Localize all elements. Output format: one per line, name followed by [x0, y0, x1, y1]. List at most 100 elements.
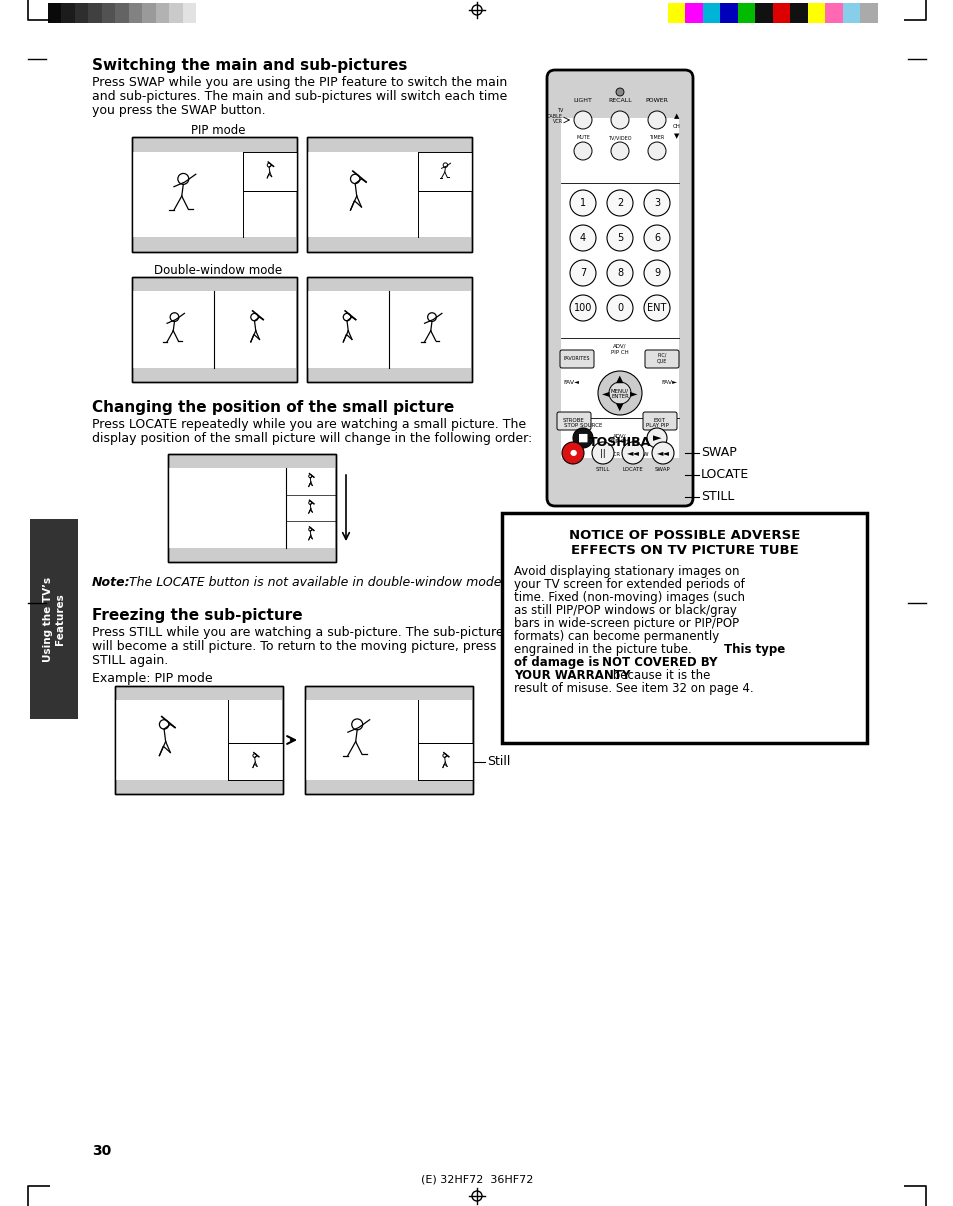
Bar	[755, 2, 772, 23]
Circle shape	[647, 142, 665, 160]
FancyBboxPatch shape	[644, 350, 679, 368]
Text: 7: 7	[579, 268, 585, 279]
Text: FAV►: FAV►	[660, 381, 677, 386]
Bar	[824, 2, 842, 23]
Bar	[132, 291, 214, 368]
Text: The LOCATE button is not available in double-window mode.: The LOCATE button is not available in do…	[125, 576, 505, 589]
Text: ▼: ▼	[674, 133, 679, 139]
Circle shape	[569, 191, 596, 216]
Text: 3: 3	[653, 198, 659, 207]
Text: EFFECTS ON TV PICTURE TUBE: EFFECTS ON TV PICTURE TUBE	[570, 544, 798, 557]
Circle shape	[606, 295, 633, 321]
Text: Double-window mode: Double-window mode	[153, 264, 282, 277]
Bar	[685, 2, 702, 23]
Bar	[307, 137, 472, 252]
Text: formats) can become permanently: formats) can become permanently	[514, 630, 719, 643]
Circle shape	[573, 428, 593, 447]
Text: ||: ||	[599, 449, 605, 457]
Bar	[142, 2, 155, 23]
Bar	[790, 2, 807, 23]
Text: ►: ►	[652, 433, 660, 443]
Text: LIGHT: LIGHT	[573, 98, 592, 103]
Text: SWAP: SWAP	[700, 446, 736, 459]
Text: 6: 6	[653, 233, 659, 242]
Circle shape	[608, 382, 630, 404]
Text: STILL again.: STILL again.	[91, 654, 168, 667]
Text: STILL: STILL	[700, 491, 734, 503]
Bar	[115, 686, 283, 794]
Bar	[417, 743, 473, 780]
Bar	[102, 2, 115, 23]
Bar	[842, 2, 860, 23]
Text: ▼: ▼	[616, 402, 623, 412]
Text: ■: ■	[578, 433, 588, 443]
FancyBboxPatch shape	[557, 412, 590, 431]
Text: you press the SWAP button.: you press the SWAP button.	[91, 104, 265, 117]
Bar	[61, 2, 75, 23]
Text: 5: 5	[617, 233, 622, 242]
Text: This type: This type	[723, 643, 784, 656]
Bar	[169, 468, 335, 548]
Bar	[30, 519, 78, 719]
Circle shape	[598, 371, 641, 415]
Text: 0: 0	[617, 303, 622, 314]
Bar	[168, 453, 335, 562]
Text: TV
CABLE
VCR: TV CABLE VCR	[546, 107, 562, 124]
Bar	[228, 743, 283, 780]
Bar	[560, 118, 679, 458]
Text: Press SWAP while you are using the PIP feature to switch the main: Press SWAP while you are using the PIP f…	[91, 76, 507, 89]
Text: RECALL: RECALL	[607, 98, 631, 103]
Text: because it is the: because it is the	[608, 669, 710, 683]
Circle shape	[606, 260, 633, 286]
Circle shape	[610, 111, 628, 129]
Text: ●: ●	[569, 449, 576, 457]
Text: (E) 32HF72  36HF72: (E) 32HF72 36HF72	[420, 1173, 533, 1184]
Bar	[389, 291, 471, 368]
Bar	[168, 453, 335, 562]
Bar	[132, 277, 296, 382]
Text: CH: CH	[673, 123, 680, 129]
Text: Press STILL while you are watching a sub-picture. The sub-picture: Press STILL while you are watching a sub…	[91, 626, 503, 639]
Text: FAV◄: FAV◄	[562, 381, 578, 386]
Text: ▲: ▲	[674, 113, 679, 119]
Text: as still PIP/POP windows or black/gray: as still PIP/POP windows or black/gray	[514, 604, 736, 617]
Text: ADV/
PIP CH: ADV/ PIP CH	[611, 344, 628, 355]
Bar	[214, 291, 295, 368]
Bar	[738, 2, 755, 23]
Text: 8: 8	[617, 268, 622, 279]
FancyBboxPatch shape	[559, 350, 594, 368]
Text: EXIT: EXIT	[654, 417, 665, 422]
Text: FAVORITES: FAVORITES	[563, 356, 590, 361]
Text: STROBE: STROBE	[562, 417, 584, 422]
Circle shape	[569, 226, 596, 251]
Bar	[308, 152, 471, 238]
Bar	[307, 277, 472, 382]
Circle shape	[561, 443, 583, 464]
Bar	[305, 686, 473, 794]
Bar	[89, 2, 102, 23]
Text: Freezing the sub-picture: Freezing the sub-picture	[91, 608, 302, 624]
Text: Still: Still	[486, 755, 510, 768]
Bar	[501, 513, 866, 743]
Text: TOSHIBA: TOSHIBA	[588, 437, 651, 450]
Text: SWAP: SWAP	[655, 467, 670, 472]
Text: time. Fixed (non-moving) images (such: time. Fixed (non-moving) images (such	[514, 591, 744, 604]
Bar	[307, 277, 472, 382]
Text: PLAY PIP: PLAY PIP	[645, 423, 668, 428]
Text: bars in wide-screen picture or PIP/POP: bars in wide-screen picture or PIP/POP	[514, 617, 739, 630]
Text: ◄◄: ◄◄	[626, 449, 639, 457]
Text: 1: 1	[579, 198, 585, 207]
FancyBboxPatch shape	[546, 70, 692, 507]
Text: PIP mode: PIP mode	[191, 124, 245, 137]
Text: Avoid displaying stationary images on: Avoid displaying stationary images on	[514, 564, 739, 578]
Bar	[242, 152, 296, 191]
Bar	[115, 2, 129, 23]
Text: ◄◄: ◄◄	[656, 449, 669, 457]
Text: 30: 30	[91, 1144, 112, 1158]
Bar	[132, 277, 296, 382]
Bar	[75, 2, 89, 23]
FancyBboxPatch shape	[642, 412, 677, 431]
Text: Note:: Note:	[91, 576, 131, 589]
Text: result of misuse. See item 32 on page 4.: result of misuse. See item 32 on page 4.	[514, 683, 753, 695]
Circle shape	[621, 443, 643, 464]
